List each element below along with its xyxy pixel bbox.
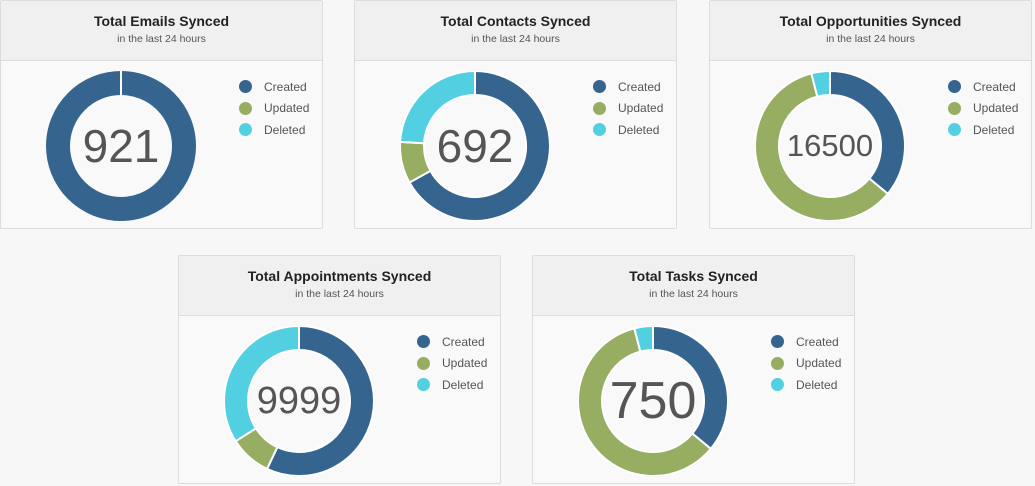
total-value: 9999 bbox=[256, 379, 342, 422]
donut-slice-created[interactable] bbox=[266, 326, 374, 476]
legend-item-created[interactable]: Created bbox=[948, 76, 1018, 98]
donut-svg bbox=[578, 326, 728, 476]
legend-label: Deleted bbox=[796, 377, 838, 392]
legend-label: Deleted bbox=[618, 122, 660, 137]
card-title: Total Opportunities Synced bbox=[779, 13, 962, 29]
legend-item-deleted[interactable]: Deleted bbox=[239, 119, 309, 141]
card-title: Total Contacts Synced bbox=[440, 13, 591, 29]
legend-swatch-deleted bbox=[239, 123, 252, 137]
card-subtitle: in the last 24 hours bbox=[649, 288, 738, 300]
legend-swatch-deleted bbox=[948, 123, 961, 137]
legend-swatch-updated bbox=[593, 101, 606, 115]
card-subtitle: in the last 24 hours bbox=[471, 33, 560, 45]
legend-label: Created bbox=[973, 79, 1016, 94]
donut-chart: 921 bbox=[46, 71, 196, 221]
legend: Created Updated Deleted bbox=[771, 331, 841, 396]
legend-swatch-created bbox=[948, 80, 961, 94]
donut-svg bbox=[46, 71, 196, 221]
total-value: 921 bbox=[82, 120, 160, 172]
card-opportunities: Total Opportunities Synced in the last 2… bbox=[709, 0, 1032, 229]
legend-item-deleted[interactable]: Deleted bbox=[948, 119, 1018, 141]
legend-item-deleted[interactable]: Deleted bbox=[771, 374, 841, 396]
legend-label: Deleted bbox=[973, 122, 1015, 137]
card-header: Total Opportunities Synced in the last 2… bbox=[710, 1, 1031, 61]
legend-item-created[interactable]: Created bbox=[771, 331, 841, 353]
legend-label: Deleted bbox=[264, 122, 306, 137]
legend-label: Updated bbox=[442, 356, 488, 371]
donut-slice-deleted[interactable] bbox=[224, 326, 300, 443]
card-header: Total Emails Synced in the last 24 hours bbox=[1, 1, 322, 61]
total-value: 692 bbox=[436, 120, 514, 172]
card-title: Total Tasks Synced bbox=[629, 268, 758, 284]
legend-label: Updated bbox=[796, 356, 842, 371]
donut-slice-deleted[interactable] bbox=[810, 71, 831, 98]
donut-slice-updated[interactable] bbox=[578, 327, 712, 476]
legend-item-updated[interactable]: Updated bbox=[239, 98, 309, 120]
legend: Created Updated Deleted bbox=[593, 76, 663, 141]
card-title: Total Appointments Synced bbox=[247, 268, 432, 284]
legend-label: Created bbox=[796, 334, 839, 349]
legend-label: Updated bbox=[973, 101, 1019, 116]
card-emails: Total Emails Synced in the last 24 hours… bbox=[0, 0, 323, 229]
card-contacts: Total Contacts Synced in the last 24 hou… bbox=[354, 0, 677, 229]
legend-swatch-deleted bbox=[593, 123, 606, 137]
card-header: Total Appointments Synced in the last 24… bbox=[179, 256, 500, 316]
donut-slice-created[interactable] bbox=[408, 71, 550, 221]
legend-swatch-created bbox=[593, 80, 606, 94]
card-subtitle: in the last 24 hours bbox=[117, 33, 206, 45]
legend: Created Updated Deleted bbox=[239, 76, 309, 141]
donut-slice-deleted[interactable] bbox=[400, 71, 476, 145]
donut-svg bbox=[224, 326, 374, 476]
card-appointments: Total Appointments Synced in the last 24… bbox=[178, 255, 501, 484]
legend-label: Updated bbox=[264, 101, 310, 116]
donut-chart: 16500 bbox=[755, 71, 905, 221]
legend-item-updated[interactable]: Updated bbox=[417, 353, 487, 375]
legend-item-deleted[interactable]: Deleted bbox=[417, 374, 487, 396]
legend-item-created[interactable]: Created bbox=[239, 76, 309, 98]
donut-svg bbox=[755, 71, 905, 221]
legend-swatch-created bbox=[417, 335, 430, 349]
card-tasks: Total Tasks Synced in the last 24 hours … bbox=[532, 255, 855, 484]
legend-swatch-deleted bbox=[417, 378, 430, 392]
legend-item-created[interactable]: Created bbox=[593, 76, 663, 98]
legend-swatch-deleted bbox=[771, 378, 784, 392]
legend-swatch-updated bbox=[771, 356, 784, 370]
legend-item-deleted[interactable]: Deleted bbox=[593, 119, 663, 141]
legend-label: Deleted bbox=[442, 377, 484, 392]
donut-slice-updated[interactable] bbox=[755, 72, 889, 221]
legend-label: Created bbox=[618, 79, 661, 94]
legend-item-created[interactable]: Created bbox=[417, 331, 487, 353]
legend-item-updated[interactable]: Updated bbox=[948, 98, 1018, 120]
legend-label: Updated bbox=[618, 101, 664, 116]
donut-chart: 750 bbox=[578, 326, 728, 476]
legend-swatch-created bbox=[239, 80, 252, 94]
card-subtitle: in the last 24 hours bbox=[295, 288, 384, 300]
total-value: 750 bbox=[609, 372, 697, 430]
total-value: 16500 bbox=[786, 128, 874, 163]
card-title: Total Emails Synced bbox=[93, 13, 230, 29]
card-header: Total Contacts Synced in the last 24 hou… bbox=[355, 1, 676, 61]
legend: Created Updated Deleted bbox=[417, 331, 487, 396]
card-subtitle: in the last 24 hours bbox=[826, 33, 915, 45]
legend-swatch-updated bbox=[948, 101, 961, 115]
card-header: Total Tasks Synced in the last 24 hours bbox=[533, 256, 854, 316]
legend-swatch-updated bbox=[417, 356, 430, 370]
donut-slice-deleted[interactable] bbox=[633, 326, 654, 353]
legend: Created Updated Deleted bbox=[948, 76, 1018, 141]
donut-chart: 9999 bbox=[224, 326, 374, 476]
legend-label: Created bbox=[442, 334, 485, 349]
legend-item-updated[interactable]: Updated bbox=[771, 353, 841, 375]
legend-swatch-updated bbox=[239, 101, 252, 115]
legend-swatch-created bbox=[771, 335, 784, 349]
legend-item-updated[interactable]: Updated bbox=[593, 98, 663, 120]
donut-svg bbox=[400, 71, 550, 221]
legend-label: Created bbox=[264, 79, 307, 94]
donut-chart: 692 bbox=[400, 71, 550, 221]
